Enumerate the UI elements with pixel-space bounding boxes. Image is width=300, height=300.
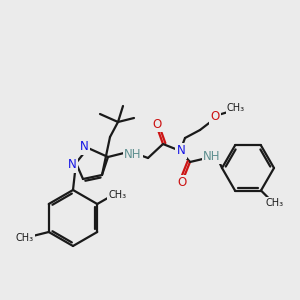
Text: CH₃: CH₃ [266,197,284,208]
Text: N: N [80,140,88,154]
Text: N: N [68,158,76,172]
Text: O: O [177,176,187,190]
Text: NH: NH [203,149,221,163]
Text: CH₃: CH₃ [227,103,245,113]
Text: O: O [210,110,220,124]
Text: N: N [177,145,185,158]
Text: CH₃: CH₃ [16,233,34,243]
Text: CH₃: CH₃ [108,190,126,200]
Text: NH: NH [124,148,142,161]
Text: O: O [152,118,162,130]
